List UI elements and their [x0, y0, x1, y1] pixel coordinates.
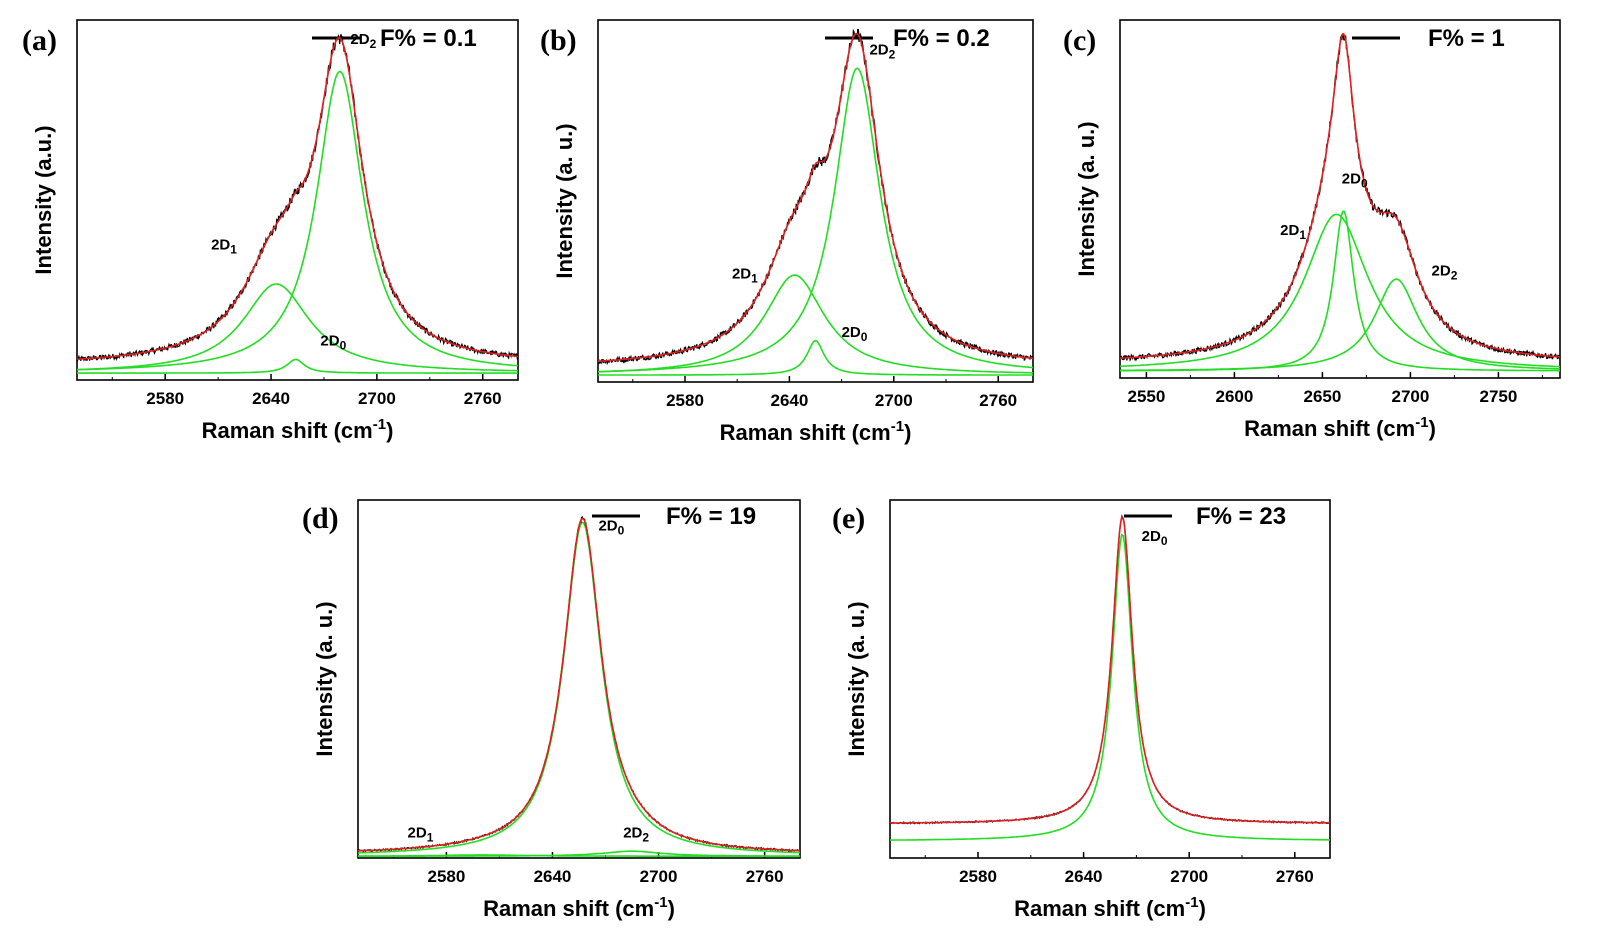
x-tick-label: 2700: [875, 391, 913, 410]
panel-b: (b) F% = 0.2 2580 2640 2700 2760 Raman shift (…: [540, 19, 1034, 445]
fit-curve: [598, 32, 1033, 363]
peak-label-2d2: 2D2: [1432, 263, 1458, 283]
peak-label-2d0: 2D0: [842, 324, 868, 344]
peak-label-2d1: 2D1: [211, 237, 237, 257]
x-axis-label: Raman shift (cm-1): [1014, 894, 1206, 921]
peak-label-2d2: 2D2: [350, 31, 376, 51]
component-curve-2d0: [77, 358, 518, 374]
panel-e: (e) F% = 23 2580 2640 2700 2760 Raman shift (c…: [832, 499, 1331, 921]
plot-frame: [889, 499, 1331, 859]
legend-label: F% = 23: [1196, 503, 1286, 530]
x-tick-label: 2640: [252, 389, 290, 408]
panel-a: (a) F% = 0.1 2580 2640 2700 2760 Raman shift (…: [22, 19, 519, 443]
x-tick-label: 2650: [1303, 387, 1341, 406]
x-axis-label: Raman shift (cm-1): [1244, 414, 1436, 441]
legend-label: F% = 0.1: [380, 25, 477, 52]
y-axis-label: Intensity (a. u.): [552, 123, 577, 278]
plot-frame: [76, 19, 519, 381]
component-curve-2d2: [358, 850, 800, 857]
peak-label-2d0: 2D0: [598, 518, 624, 538]
fit-curve: [76, 36, 518, 361]
plot-frame: [357, 499, 801, 859]
component-curve-2d2: [1120, 278, 1560, 372]
component-curve-2d1: [597, 274, 1033, 374]
x-tick-label: 2600: [1215, 387, 1253, 406]
data-curve: [597, 28, 1034, 366]
y-axis-label: Intensity (a. u.): [844, 601, 869, 756]
component-curve-2d0: [598, 339, 1033, 376]
x-tick-label: 2580: [427, 867, 465, 886]
component-curve-2d1: [1120, 213, 1560, 368]
data-curve: [1119, 33, 1561, 362]
x-tick-label: 2700: [640, 867, 678, 886]
y-axis-label: Intensity (a.u.): [31, 125, 56, 274]
panel-label: (a): [22, 24, 57, 57]
peak-label-2d0: 2D0: [320, 333, 346, 353]
x-tick-label: 2750: [1479, 387, 1517, 406]
legend-label: F% = 1: [1428, 25, 1505, 52]
x-axis-label: Raman shift (cm-1): [720, 418, 912, 445]
x-tick-label: 2640: [770, 391, 808, 410]
x-tick-label: 2760: [746, 867, 784, 886]
peak-label-2d1: 2D1: [1280, 222, 1306, 242]
panel-label: (b): [540, 24, 577, 57]
component-curve-2d2: [598, 67, 1034, 373]
legend-label: F% = 0.2: [893, 25, 990, 52]
component-curve-2d0: [1120, 210, 1560, 372]
peak-label-2d1: 2D1: [408, 825, 434, 845]
peak-label-2d0: 2D0: [1342, 171, 1368, 191]
x-tick-label: 2580: [146, 389, 184, 408]
peak-label-2d2: 2D2: [869, 41, 895, 61]
component-curve-2d2: [77, 70, 519, 371]
peak-label-2d2: 2D2: [623, 825, 649, 845]
data-curve: [357, 515, 801, 853]
x-tick-label: 2640: [1065, 867, 1103, 886]
plot-frame: [597, 19, 1034, 383]
panel-label: (c): [1063, 24, 1096, 57]
component-curve-2d0: [358, 521, 800, 854]
panel-c: (c) F% = 1 2550 2600 2650 2700 2750 Raman shift…: [1063, 19, 1561, 441]
y-axis-label: Intensity (a. u.): [1074, 121, 1099, 276]
legend-label: F% = 19: [666, 503, 756, 530]
x-tick-label: 2700: [1170, 867, 1208, 886]
y-axis-label: Intensity (a. u.): [312, 601, 337, 756]
peak-label-2d0: 2D0: [1142, 528, 1168, 548]
panel-label: (e): [832, 502, 865, 535]
panel-label: (d): [302, 502, 339, 535]
x-tick-label: 2700: [1391, 387, 1429, 406]
data-curve: [76, 34, 519, 363]
fit-curve: [358, 517, 800, 852]
x-tick-label: 2760: [979, 391, 1017, 410]
x-tick-label: 2580: [959, 867, 997, 886]
plot-frame: [1119, 19, 1561, 379]
x-tick-label: 2580: [666, 391, 704, 410]
panel-d: (d) F% = 19 2580 2640 2700 2760 Raman shift (c…: [302, 499, 801, 921]
x-tick-label: 2550: [1127, 387, 1165, 406]
component-curve-2d0: [890, 533, 1330, 841]
x-axis-label: Raman shift (cm-1): [483, 894, 675, 921]
fit-curve: [1119, 32, 1560, 359]
x-tick-label: 2700: [358, 389, 396, 408]
peak-label-2d1: 2D1: [732, 266, 758, 286]
x-tick-label: 2760: [464, 389, 502, 408]
component-curve-2d1: [76, 283, 518, 372]
x-axis-label: Raman shift (cm-1): [202, 416, 394, 443]
x-tick-label: 2640: [534, 867, 572, 886]
x-tick-label: 2760: [1276, 867, 1314, 886]
fit-curve: [890, 516, 1330, 824]
